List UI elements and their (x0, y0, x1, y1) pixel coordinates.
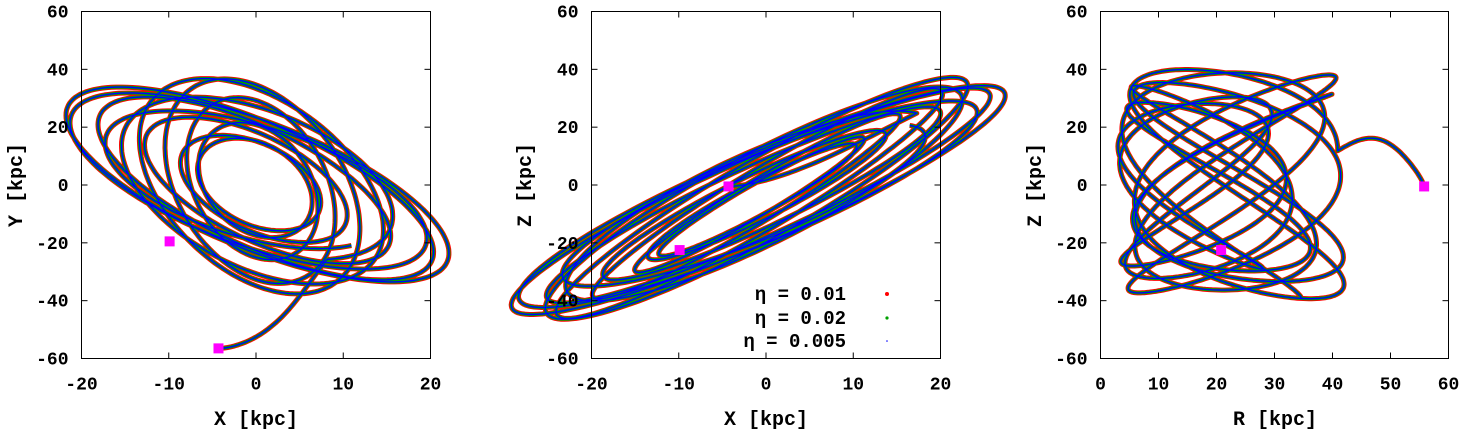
tick-marks (1100, 11, 1449, 359)
x-tick-label: -10 (153, 376, 185, 396)
x-tick-labels: 0 10 20 30 40 50 60 (1095, 376, 1459, 396)
legend: η = 0.01 η = 0.02 η = 0.005 (743, 284, 889, 353)
start-marker (723, 181, 734, 192)
x-tick-labels: -20 -10 0 10 20 (575, 376, 951, 396)
y-axis-label: Z [kpc] (1025, 143, 1048, 227)
y-tick-label: -20 (546, 235, 578, 255)
x-tick-label: -20 (575, 376, 607, 396)
x-tick-label: -20 (65, 376, 97, 396)
legend-label: η = 0.005 (743, 331, 846, 353)
orbit-curves (63, 76, 452, 351)
y-tick-label: 60 (557, 4, 579, 24)
y-axis-label: Y [kpc] (6, 143, 29, 227)
legend-marker (886, 340, 888, 342)
y-tick-label: -60 (1055, 351, 1087, 371)
y-tick-label: 20 (557, 119, 579, 139)
y-tick-label: 60 (47, 4, 69, 24)
x-axis-label: X [kpc] (724, 409, 808, 432)
x-tick-label: 20 (930, 376, 952, 396)
x-tick-label: 30 (1264, 376, 1286, 396)
x-tick-labels: -20 -10 0 10 20 (65, 376, 441, 396)
panel-xz: -20 -10 0 10 20 -60 -40 -20 0 20 40 60 η = 0.01 η … (508, 4, 1008, 432)
x-axis-label: X [kpc] (214, 409, 298, 432)
x-tick-label: 20 (1206, 376, 1228, 396)
y-tick-labels: -60 -40 -20 0 20 40 60 (546, 4, 578, 371)
x-axis-label: R [kpc] (1233, 409, 1317, 432)
x-tick-label: 50 (1380, 376, 1402, 396)
x-tick-label: 40 (1322, 376, 1344, 396)
y-tick-label: 40 (47, 61, 69, 81)
y-axis-label: Z [kpc] (515, 143, 538, 227)
y-tick-label: -40 (546, 293, 578, 313)
x-tick-label: 10 (332, 376, 354, 396)
x-tick-label: 20 (420, 376, 442, 396)
legend-entry: η = 0.01 (755, 284, 889, 306)
y-tick-label: -20 (36, 235, 68, 255)
legend-marker (885, 316, 889, 320)
orbit-series-line (510, 76, 1006, 320)
legend-entry: η = 0.005 (743, 331, 888, 353)
x-tick-label: 0 (251, 376, 262, 396)
y-tick-labels: -60 -40 -20 0 20 40 60 (36, 4, 68, 371)
y-tick-label: 60 (1066, 4, 1088, 24)
orbit-series-line (65, 77, 450, 350)
y-tick-label: 20 (47, 119, 69, 139)
x-tick-label: -10 (663, 376, 695, 396)
start-markers (1216, 181, 1430, 256)
y-tick-label: 40 (1066, 61, 1088, 81)
start-marker (164, 236, 175, 247)
start-markers (164, 236, 224, 354)
orbit-series-line (1117, 68, 1425, 300)
start-marker (1216, 245, 1227, 256)
y-tick-label: 0 (58, 177, 69, 197)
y-tick-label: 20 (1066, 119, 1088, 139)
panel-rz: 0 10 20 30 40 50 60 -60 -40 -20 0 20 40 60 R [kpc] Z… (1025, 4, 1459, 433)
start-marker (213, 343, 224, 354)
legend-marker (885, 292, 889, 296)
x-tick-label: 0 (761, 376, 772, 396)
y-tick-labels: -60 -40 -20 0 20 40 60 (1055, 4, 1087, 371)
start-markers (674, 181, 734, 256)
y-tick-label: -20 (1055, 235, 1087, 255)
start-marker (674, 245, 685, 256)
y-tick-label: -60 (546, 351, 578, 371)
y-tick-label: 0 (1077, 177, 1088, 197)
x-tick-label: 60 (1438, 376, 1460, 396)
tick-marks (81, 11, 431, 359)
tick-marks (591, 11, 941, 359)
orbit-curves (508, 74, 1008, 322)
x-tick-label: 10 (1148, 376, 1170, 396)
legend-label: η = 0.02 (755, 308, 846, 330)
x-tick-label: 0 (1095, 376, 1106, 396)
legend-label: η = 0.01 (755, 284, 846, 306)
legend-entry: η = 0.02 (755, 308, 889, 330)
y-tick-label: -40 (1055, 293, 1087, 313)
x-tick-label: 10 (842, 376, 864, 396)
y-tick-label: -40 (36, 293, 68, 313)
start-marker (1419, 181, 1430, 192)
orbit-curves (1115, 67, 1427, 302)
y-tick-label: -60 (36, 351, 68, 371)
panel-xy: -20 -10 0 10 20 -60 -40 -20 0 20 40 60 X [kpc] Y [… (6, 4, 452, 432)
y-tick-label: 0 (568, 177, 579, 197)
y-tick-label: 40 (557, 61, 579, 81)
